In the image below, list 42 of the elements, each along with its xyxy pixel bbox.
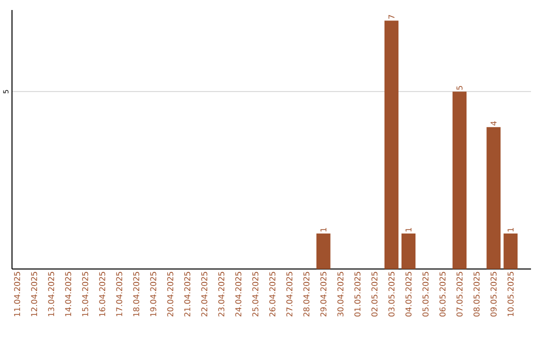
x-tick-label: 12.04.2025 xyxy=(31,272,38,316)
x-tick-label: 26.04.2025 xyxy=(269,272,276,316)
bar xyxy=(316,234,330,269)
data-label: 1 xyxy=(320,228,326,232)
x-tick-label: 19.04.2025 xyxy=(150,272,156,316)
x-tick-label: 07.05.2025 xyxy=(456,272,463,316)
x-tick-label: 21.04.2025 xyxy=(184,272,190,316)
x-tick-label: 30.04.2025 xyxy=(337,272,344,316)
x-tick-label: 05.05.2025 xyxy=(422,272,429,316)
bar xyxy=(486,127,501,269)
x-tick-label: 18.04.2025 xyxy=(133,272,140,316)
x-tick-label: 06.05.2025 xyxy=(439,272,446,316)
x-tick-label: 03.05.2025 xyxy=(388,272,394,316)
x-tick-label: 01.05.2025 xyxy=(354,272,360,316)
data-label: 4 xyxy=(490,121,496,126)
x-tick-label: 11.04.2025 xyxy=(14,272,20,316)
x-tick-label: 28.04.2025 xyxy=(303,272,310,316)
x-tick-label: 14.04.2025 xyxy=(65,272,72,316)
x-tick-label: 09.05.2025 xyxy=(490,272,497,316)
x-tick-label: 08.05.2025 xyxy=(474,272,480,316)
x-tick-label: 20.04.2025 xyxy=(167,272,174,316)
x-tick-label: 27.04.2025 xyxy=(286,272,292,316)
x-tick-label: 24.04.2025 xyxy=(235,272,242,316)
x-tick-label: 23.04.2025 xyxy=(218,272,224,316)
bar xyxy=(504,234,518,269)
x-tick-label: 22.04.2025 xyxy=(201,272,208,316)
x-tick-label: 25.04.2025 xyxy=(252,272,258,316)
bar xyxy=(452,92,467,269)
bar xyxy=(401,234,416,269)
x-tick-label: 16.04.2025 xyxy=(99,272,106,316)
data-label: 7 xyxy=(388,15,394,19)
bar xyxy=(384,20,398,269)
data-label: 5 xyxy=(456,86,463,90)
x-tick-label: 13.04.2025 xyxy=(48,272,54,316)
data-label: 1 xyxy=(406,228,412,232)
x-tick-label: 04.05.2025 xyxy=(405,272,412,316)
x-tick-label: 02.05.2025 xyxy=(371,272,378,316)
x-tick-label: 15.04.2025 xyxy=(82,272,88,316)
x-tick-label: 29.04.2025 xyxy=(320,272,326,316)
data-label: 1 xyxy=(508,228,514,232)
x-tick-label: 17.04.2025 xyxy=(116,272,122,316)
x-tick-label: 10.05.2025 xyxy=(508,272,514,316)
